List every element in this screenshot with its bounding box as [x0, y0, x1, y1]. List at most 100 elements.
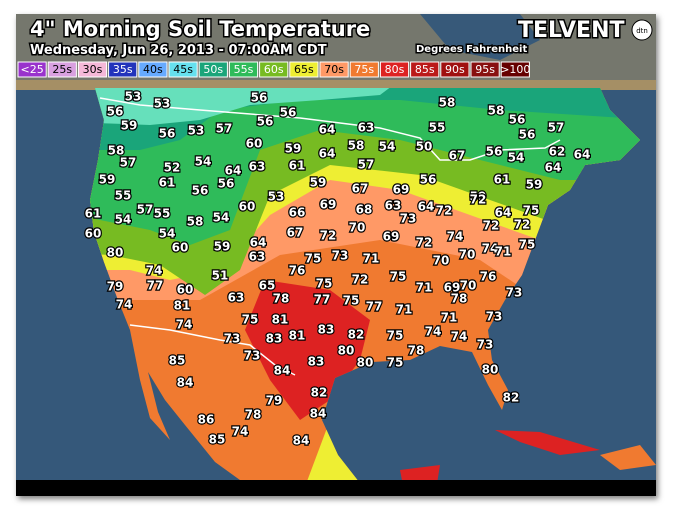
station-value: 56: [159, 127, 176, 141]
station-value: 61: [85, 207, 102, 221]
station-value: 57: [216, 122, 233, 136]
station-value: 71: [416, 281, 433, 295]
station-value: 68: [356, 203, 373, 217]
station-value: 76: [480, 270, 497, 284]
station-value: 59: [470, 190, 487, 204]
station-value: 83: [318, 323, 335, 337]
station-value: 56: [280, 106, 297, 120]
station-value: 60: [246, 137, 263, 151]
station-value: 75: [387, 329, 404, 343]
station-value: 83: [266, 332, 283, 346]
legend-label: 65s: [294, 63, 314, 76]
station-value: 73: [224, 332, 241, 346]
station-value: 62: [549, 145, 566, 159]
station-value: 70: [433, 254, 450, 268]
legend-swatch: [319, 61, 349, 78]
station-value: 78: [245, 408, 262, 422]
station-value: 64: [495, 206, 512, 220]
station-value: 56: [192, 184, 209, 198]
units: Degrees Fahrenheit: [416, 44, 527, 55]
station-value: 53: [154, 97, 171, 111]
station-value: 66: [289, 206, 306, 220]
station-value: 71: [441, 311, 458, 325]
station-value: 64: [319, 147, 336, 161]
station-value: 64: [225, 164, 242, 178]
station-value: 58: [108, 144, 125, 158]
subtitle: Wednesday, Jun 26, 2013 - 07:00AM CDT: [30, 43, 327, 58]
station-value: 70: [349, 221, 366, 235]
bottom-bar: [16, 480, 656, 496]
station-value: 84: [293, 434, 310, 448]
station-value: 84: [177, 376, 194, 390]
brand-badge: [631, 19, 653, 41]
station-value: 56: [257, 115, 274, 129]
station-value: 51: [212, 269, 229, 283]
station-value: 79: [107, 280, 124, 294]
station-value: 64: [418, 200, 435, 214]
legend-swatch: [500, 61, 530, 78]
station-value: 59: [214, 240, 231, 254]
us-mexico-border: [129, 324, 296, 376]
station-value: 58: [439, 96, 456, 110]
legend-label: 75s: [354, 63, 374, 76]
station-value: 80: [338, 344, 355, 358]
station-value: 50: [416, 140, 433, 154]
station-value: 67: [449, 149, 466, 163]
station-value: 75: [387, 356, 404, 370]
station-value: 77: [147, 279, 164, 293]
station-value: 63: [228, 291, 245, 305]
station-value: 74: [146, 264, 163, 278]
station-value: 56: [420, 173, 437, 187]
legend-label: 70s: [324, 63, 344, 76]
station-value: 65: [259, 279, 276, 293]
brand-badge-text: dtn: [636, 27, 648, 35]
station-value: 64: [250, 236, 267, 250]
station-value: 74: [447, 230, 464, 244]
station-value: 56: [486, 145, 503, 159]
station-value: 53: [268, 190, 285, 204]
station-value: 54: [379, 140, 396, 154]
station-value: 82: [311, 386, 328, 400]
station-value: 75: [519, 238, 536, 252]
station-value: 70: [460, 279, 477, 293]
station-value: 83: [308, 355, 325, 369]
legend-label: 80s: [385, 63, 405, 76]
title: 4" Morning Soil Temperature: [30, 17, 370, 41]
station-value: 59: [285, 142, 302, 156]
legend-label: 40s: [143, 63, 163, 76]
station-value: 60: [172, 241, 189, 255]
station-value: 59: [121, 119, 138, 133]
legend-label: 90s: [445, 63, 465, 76]
legend-swatch: [289, 61, 319, 78]
station-value: 57: [120, 156, 137, 170]
legend-swatch: [228, 61, 259, 78]
legend-label: 55s: [234, 63, 254, 76]
station-value: 70: [459, 248, 476, 262]
station-value: 74: [116, 298, 133, 312]
station-value: 56: [519, 128, 536, 142]
legend-label: 45s: [173, 63, 193, 76]
station-value: 59: [99, 173, 116, 187]
station-value: 57: [137, 203, 154, 217]
station-value: 72: [320, 229, 337, 243]
station-value: 64: [545, 161, 562, 175]
station-value: 80: [357, 356, 374, 370]
station-value: 75: [305, 252, 322, 266]
station-value: 75: [242, 313, 259, 327]
station-value: 72: [352, 273, 369, 287]
brand: TELVENT: [518, 18, 625, 43]
station-value: 63: [385, 199, 402, 213]
legend-label: 35s: [113, 63, 133, 76]
legend-swatch: [379, 61, 410, 78]
station-value: 84: [310, 407, 327, 421]
station-value: 74: [176, 318, 193, 332]
legend: <25 25s 30s 35s 40s 45s 50s 55s 60s 65s 70s 75s 80s 8…: [17, 61, 530, 78]
legend-swatch: [198, 61, 228, 78]
station-value: 57: [548, 121, 565, 135]
legend-swatch: [108, 61, 138, 78]
legend-label: <25: [20, 63, 43, 76]
legend-label: 30s: [83, 63, 103, 76]
station-value: 74: [482, 242, 499, 256]
station-value: 82: [503, 391, 520, 405]
